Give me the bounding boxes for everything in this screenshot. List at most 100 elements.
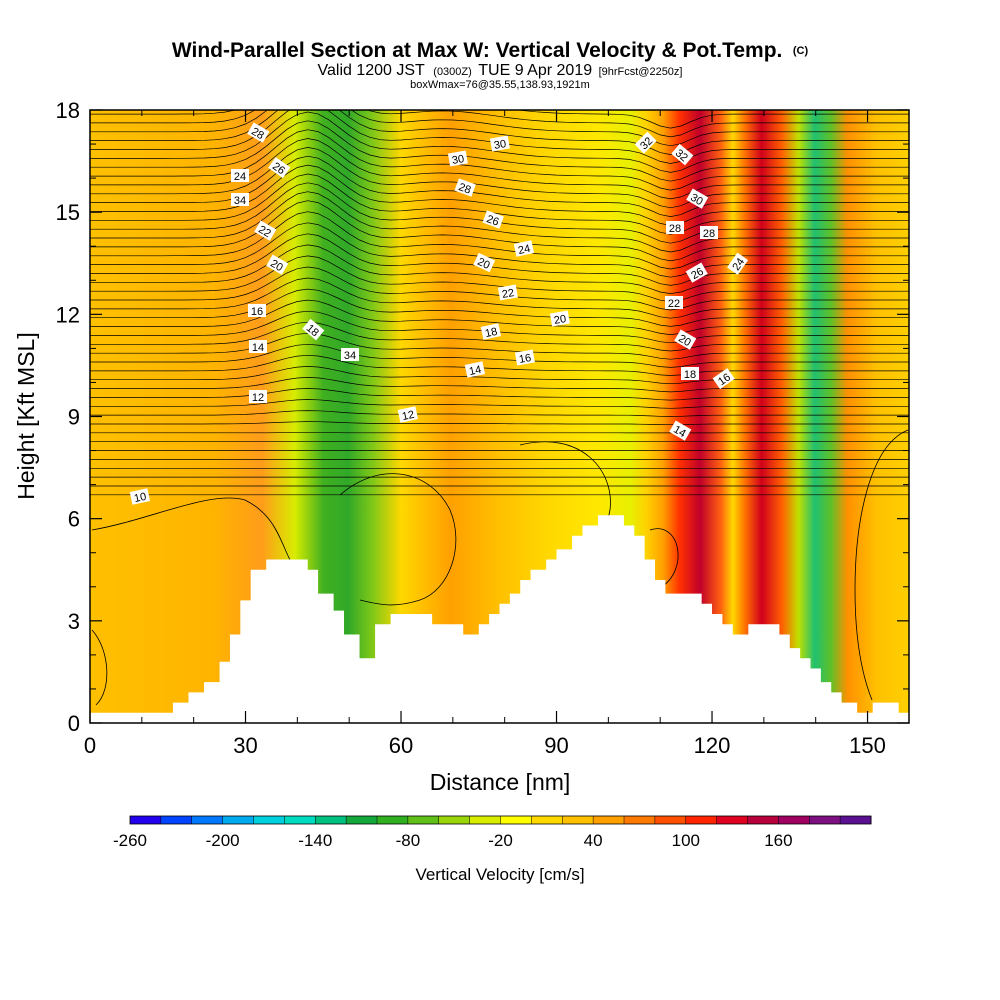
contour-label-bg: [685, 262, 708, 283]
contour-label-text: 16: [251, 306, 263, 318]
contour-label-bg: [686, 188, 709, 209]
contour-label-text: 26: [270, 160, 287, 177]
contour-label: 10: [129, 488, 151, 505]
x-axis: 0 30 60 90 120 150: [84, 110, 886, 758]
colorbar-swatch: [130, 816, 162, 824]
contour-label-bg: [473, 252, 496, 273]
contour-label-bg: [482, 210, 504, 229]
contour-label-bg: [266, 254, 289, 275]
theta-contour-line: [90, 255, 909, 303]
x-tick-label: 0: [84, 733, 96, 758]
colorbar-tick-label: 100: [672, 831, 700, 850]
contour-label-bg: [681, 367, 699, 380]
theta-contour-line: [90, 129, 909, 191]
contour-label-text: 20: [268, 258, 285, 275]
colorbar-swatch: [407, 816, 440, 824]
terrain-mask: [90, 515, 909, 723]
contour-label-bg: [341, 348, 359, 361]
contour-label-text: 22: [501, 287, 515, 301]
theta-contour-line: [90, 120, 909, 182]
colorbar-swatch: [562, 816, 594, 824]
colorbar-swatch: [315, 816, 347, 824]
contour-label-text: 22: [668, 298, 680, 310]
contour-label: 16: [248, 304, 266, 318]
contour-label-bg: [489, 135, 510, 152]
theta-contour-line: [90, 377, 909, 393]
contour-label: 28: [247, 122, 270, 143]
contour-label-text: 18: [484, 326, 498, 340]
contour-label: 24: [513, 240, 535, 257]
chart-subtitle-2: boxWmax=76@35.55,138.93,1921m: [410, 79, 590, 91]
contour-label-text: 14: [671, 424, 688, 441]
theta-contour-line: [90, 366, 909, 385]
contour-label-text: 28: [457, 181, 473, 196]
contour-label-bg: [254, 220, 277, 241]
contour-label-text: 28: [249, 126, 266, 143]
colorbar-swatch: [500, 816, 532, 824]
colorbar-swatch: [469, 816, 502, 824]
theta-contour-line: [90, 110, 909, 147]
colorbar-swatch: [191, 816, 224, 824]
contour-label-bg: [497, 284, 518, 301]
colorbar-swatch: [377, 816, 409, 824]
contour-label: 24: [231, 169, 249, 183]
contour-label-text: 12: [252, 392, 264, 404]
contour-label: 12: [397, 406, 419, 423]
theta-contour-line: [90, 388, 909, 401]
contour-label-text: 26: [485, 213, 501, 228]
x-tick-label: 90: [544, 733, 568, 758]
contour-label-text: 34: [234, 195, 246, 207]
contour-label-text: 16: [716, 371, 733, 388]
contour-label-text: 26: [689, 266, 706, 283]
colorbar-swatch: [685, 816, 718, 824]
contour-label-bg: [464, 361, 486, 378]
y-tick-label: 15: [56, 200, 80, 225]
colorbar-tick-label: 160: [764, 831, 792, 850]
contour-label-text: 24: [517, 243, 531, 257]
x-tick-label: 60: [389, 733, 413, 758]
colorbar-swatch: [716, 816, 749, 824]
theta-contour-line: [90, 191, 909, 253]
colorbar-swatch: [531, 816, 563, 824]
contour-label: 20: [473, 252, 496, 273]
theta-contour-line: [90, 410, 909, 417]
colorbar-tick-label: -20: [488, 831, 513, 850]
contour-label: 20: [674, 329, 697, 350]
contour-label-text: 30: [493, 138, 507, 152]
colorbar: -260 -200 -140 -80 -20 40 100 160: [113, 815, 872, 850]
contour-label-bg: [514, 349, 535, 366]
theta-contour-line: [339, 473, 457, 606]
theta-contour-line: [90, 110, 909, 129]
theta-contour-line: [90, 138, 909, 200]
contour-label: 14: [669, 420, 692, 441]
contour-label: 28: [454, 178, 476, 197]
theta-contour-line: [90, 288, 909, 327]
x-tick-label: 150: [849, 733, 886, 758]
x-tick-label: 30: [233, 733, 257, 758]
contour-label-text: 14: [252, 342, 264, 354]
y-axis: 0 3 6 9 12 15 18: [56, 98, 909, 736]
theta-contour-line: [90, 111, 909, 173]
contour-label: 24: [727, 252, 749, 275]
contour-label-text: 22: [256, 224, 273, 241]
contour-label-text: 24: [730, 256, 747, 273]
y-axis-label: Height [Kft MSL]: [13, 332, 39, 499]
chart-title: Wind-Parallel Section at Max W: Vertical…: [172, 39, 809, 62]
contour-label-text: 10: [133, 491, 147, 505]
contour-label: 14: [249, 340, 267, 354]
contour-label-bg: [666, 221, 684, 234]
theta-contour-line: [91, 497, 291, 561]
colorbar-swatch: [593, 816, 625, 824]
contour-label: 16: [514, 349, 535, 366]
theta-contour-line: [90, 299, 909, 335]
contour-label-text: 16: [518, 352, 532, 366]
y-tick-label: 12: [56, 302, 80, 327]
colorbar-swatch: [778, 816, 810, 824]
theta-contour-line: [90, 110, 909, 155]
contour-label: 12: [249, 390, 267, 404]
contour-label-bg: [513, 240, 535, 257]
contour-label: 28: [700, 226, 718, 240]
colorbar-tick-label: -260: [113, 831, 147, 850]
